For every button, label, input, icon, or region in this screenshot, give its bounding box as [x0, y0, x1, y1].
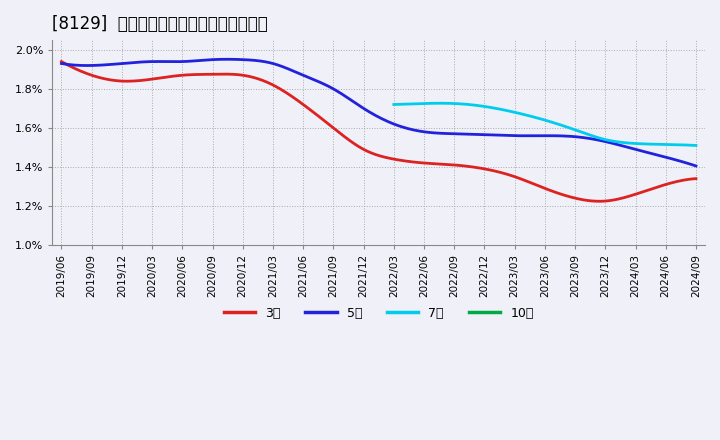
Line: 7年: 7年 — [394, 103, 696, 146]
7年 — [436, 101, 445, 106]
7年 — [390, 102, 398, 107]
7年 — [665, 142, 673, 147]
5年 — [448, 131, 456, 136]
3年 — [57, 59, 66, 64]
7年 — [575, 129, 584, 134]
5年 — [435, 131, 444, 136]
Line: 3年: 3年 — [61, 62, 696, 201]
5年 — [692, 163, 701, 169]
7年 — [570, 127, 579, 132]
Text: [8129]  経常利益マージンの平均値の推移: [8129] 経常利益マージンの平均値の推移 — [53, 15, 268, 33]
7年 — [570, 127, 578, 132]
7年 — [692, 143, 701, 148]
3年 — [433, 161, 441, 166]
5年 — [57, 61, 66, 66]
7年 — [390, 102, 399, 107]
5年 — [222, 57, 231, 62]
Legend: 3年, 5年, 7年, 10年: 3年, 5年, 7年, 10年 — [219, 302, 539, 325]
3年 — [446, 162, 454, 167]
5年 — [59, 61, 68, 66]
5年 — [634, 147, 643, 153]
3年 — [592, 198, 600, 204]
5年 — [594, 137, 603, 143]
5年 — [437, 131, 446, 136]
3年 — [634, 191, 643, 196]
3年 — [435, 161, 444, 167]
7年 — [645, 142, 654, 147]
3年 — [692, 176, 701, 181]
3年 — [59, 60, 68, 66]
3年 — [596, 198, 605, 204]
Line: 5年: 5年 — [61, 59, 696, 166]
